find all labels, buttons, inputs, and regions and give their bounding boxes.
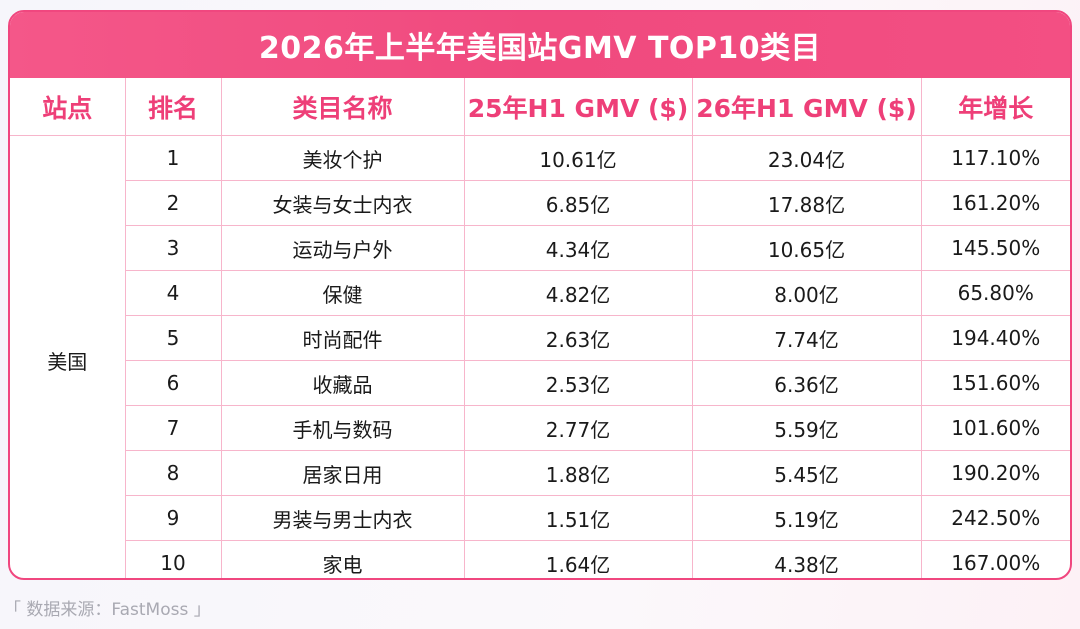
category-cell: 手机与数码 [221,405,465,451]
gmv26-cell: 7.74亿 [692,315,922,361]
category-cell: 男装与男士内衣 [221,495,465,541]
table-body: 美国 1 美妆个护 10.61亿 23.04亿 117.10% 2 女装与女士内衣 6.85亿 1… [10,135,1070,578]
gmv26-cell: 4.38亿 [692,540,922,578]
gmv25-cell: 2.63亿 [464,315,693,361]
table-row: 10 家电 1.64亿 4.38亿 167.00% [10,540,1070,578]
header-gmv26: 26年H1 GMV ($) [692,78,922,136]
gmv26-cell: 23.04亿 [692,135,922,181]
gmv25-cell: 10.61亿 [464,135,693,181]
header-station: 站点 [10,78,126,136]
growth-cell: 161.20% [921,180,1070,226]
growth-cell: 167.00% [951,551,1041,575]
gmv25-cell: 1.64亿 [464,540,693,578]
gmv26-cell: 5.59亿 [692,405,922,451]
rank-cell: 7 [125,405,222,451]
table-row: 5 时尚配件 2.63亿 7.74亿 194.40% [10,315,1070,361]
category-cell: 家电 [221,540,465,578]
growth-cell: 145.50% [921,225,1070,271]
rank-cell: 2 [125,180,222,226]
gmv26-cell: 10.65亿 [692,225,922,271]
rank-cell: 3 [125,225,222,271]
growth-cell: 101.60% [921,405,1070,451]
station-cell: 美国 [10,135,126,578]
rank-cell: 1 [125,135,222,181]
header-category: 类目名称 [221,78,465,136]
growth-cell: 65.80% [921,270,1070,316]
header-rank: 排名 [125,78,222,136]
gmv25-cell: 2.53亿 [464,360,693,406]
gmv25-cell: 4.82亿 [464,270,693,316]
growth-cell: 242.50% [921,495,1070,541]
category-cell: 美妆个护 [221,135,465,181]
category-cell: 时尚配件 [221,315,465,361]
table-row: 4 保健 4.82亿 8.00亿 65.80% [10,270,1070,316]
gmv-table: 站点 排名 类目名称 25年H1 GMV ($) 26年H1 GMV ($) 年… [10,78,1070,578]
growth-cell: 190.20% [921,450,1070,496]
gmv25-cell: 6.85亿 [464,180,693,226]
gmv26-cell: 5.19亿 [692,495,922,541]
gmv26-cell: 6.36亿 [692,360,922,406]
table-row: 7 手机与数码 2.77亿 5.59亿 101.60% [10,405,1070,451]
category-cell: 保健 [221,270,465,316]
table-row: 9 男装与男士内衣 1.51亿 5.19亿 242.50% [10,495,1070,541]
gmv25-cell: 1.51亿 [464,495,693,541]
category-cell: 女装与女士内衣 [221,180,465,226]
growth-cell: 117.10% [921,135,1070,181]
category-cell: 居家日用 [221,450,465,496]
table-row: 2 女装与女士内衣 6.85亿 17.88亿 161.20% [10,180,1070,226]
gmv26-cell: 5.45亿 [692,450,922,496]
gmv25-cell: 4.34亿 [464,225,693,271]
gmv26-cell: 8.00亿 [692,270,922,316]
growth-cell: 151.60% [921,360,1070,406]
category-cell: 收藏品 [221,360,465,406]
table-row: 3 运动与户外 4.34亿 10.65亿 145.50% [10,225,1070,271]
rank-cell: 9 [125,495,222,541]
rank-cell: 8 [125,450,222,496]
gmv26-cell: 17.88亿 [692,180,922,226]
header-growth: 年增长 [921,78,1070,136]
gmv25-cell: 1.88亿 [464,450,693,496]
rank-cell: 6 [125,360,222,406]
header-gmv25: 25年H1 GMV ($) [464,78,693,136]
table-title: 2026年上半年美国站GMV TOP10类目 [10,12,1070,78]
table-row: 美国 1 美妆个护 10.61亿 23.04亿 117.10% [10,135,1070,578]
table-card: 2026年上半年美国站GMV TOP10类目 站点 排名 类目名称 25年H1 … [8,10,1072,580]
rank-cell: 5 [125,315,222,361]
rank-cell: 10 [125,540,222,578]
table-row: 6 收藏品 2.53亿 6.36亿 151.60% [10,360,1070,406]
data-source: 「 数据来源：FastMoss 」 [4,600,211,620]
gmv25-cell: 2.77亿 [464,405,693,451]
rank-cell: 4 [125,270,222,316]
header-row: 站点 排名 类目名称 25年H1 GMV ($) 26年H1 GMV ($) 年… [10,78,1070,136]
table-row: 8 居家日用 1.88亿 5.45亿 190.20% [10,450,1070,496]
growth-cell: 194.40% [921,315,1070,361]
category-cell: 运动与户外 [221,225,465,271]
